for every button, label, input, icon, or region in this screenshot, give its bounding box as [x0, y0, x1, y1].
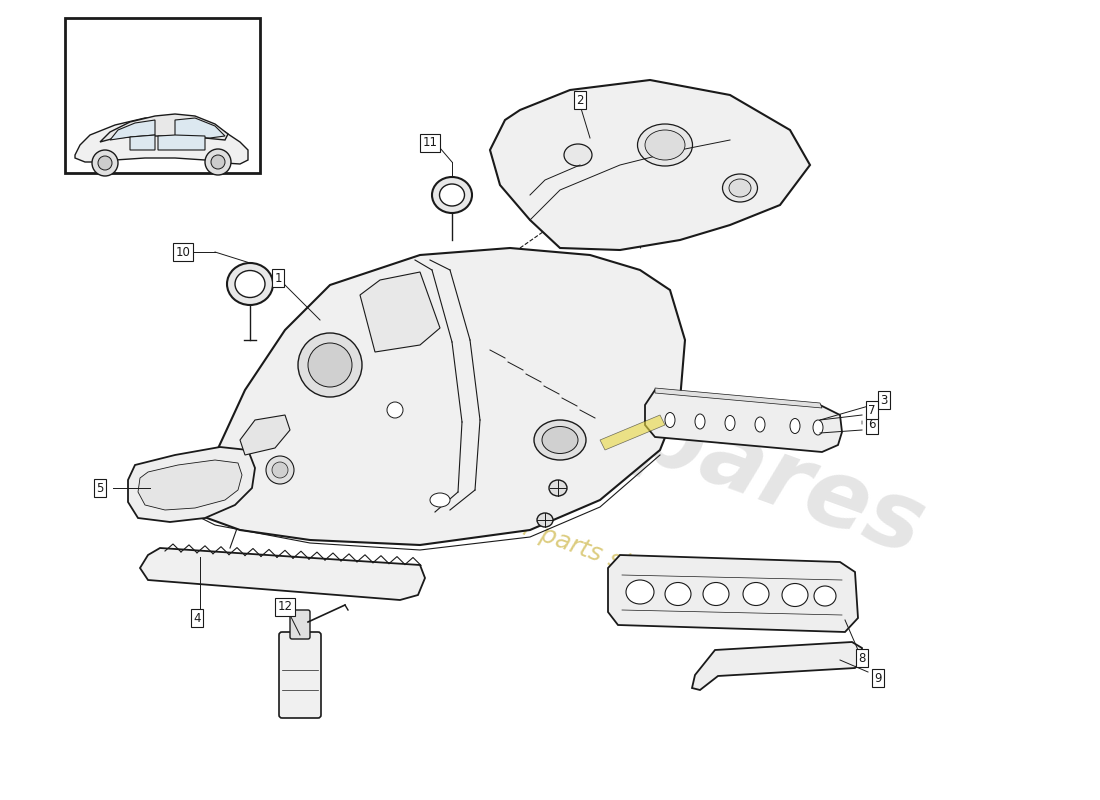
Circle shape [211, 155, 226, 169]
Polygon shape [185, 248, 685, 545]
Circle shape [92, 150, 118, 176]
Polygon shape [158, 135, 205, 150]
Text: 5: 5 [97, 482, 103, 494]
Ellipse shape [430, 493, 450, 507]
Circle shape [308, 343, 352, 387]
Ellipse shape [564, 144, 592, 166]
Ellipse shape [666, 413, 675, 427]
Ellipse shape [432, 177, 472, 213]
Text: 6: 6 [868, 418, 876, 431]
Polygon shape [138, 460, 242, 510]
Ellipse shape [695, 414, 705, 429]
Ellipse shape [723, 174, 758, 202]
Polygon shape [100, 114, 228, 142]
Ellipse shape [666, 582, 691, 606]
Ellipse shape [742, 582, 769, 606]
Ellipse shape [537, 513, 553, 527]
Circle shape [387, 402, 403, 418]
Ellipse shape [534, 420, 586, 460]
Polygon shape [645, 390, 842, 452]
Ellipse shape [542, 426, 578, 454]
Circle shape [98, 156, 112, 170]
Polygon shape [128, 447, 255, 522]
Text: 2: 2 [576, 94, 584, 106]
Ellipse shape [813, 420, 823, 435]
Polygon shape [490, 80, 810, 250]
Ellipse shape [725, 415, 735, 430]
Circle shape [205, 149, 231, 175]
Text: 10: 10 [176, 246, 190, 258]
Ellipse shape [638, 124, 693, 166]
FancyBboxPatch shape [279, 632, 321, 718]
Circle shape [272, 462, 288, 478]
Circle shape [298, 333, 362, 397]
Polygon shape [75, 118, 248, 164]
Ellipse shape [755, 417, 764, 432]
Polygon shape [360, 272, 440, 352]
Polygon shape [175, 118, 226, 138]
Text: 8: 8 [858, 651, 866, 665]
Polygon shape [692, 642, 862, 690]
Text: 1: 1 [274, 271, 282, 285]
Ellipse shape [440, 184, 464, 206]
Ellipse shape [626, 580, 654, 604]
Ellipse shape [782, 583, 808, 606]
Ellipse shape [645, 130, 685, 160]
Polygon shape [140, 548, 425, 600]
Text: 12: 12 [277, 601, 293, 614]
Text: eurospares: eurospares [343, 285, 936, 575]
FancyBboxPatch shape [65, 18, 260, 173]
Polygon shape [110, 120, 155, 140]
Ellipse shape [790, 418, 800, 434]
Polygon shape [608, 555, 858, 632]
FancyBboxPatch shape [290, 610, 310, 639]
Polygon shape [240, 415, 290, 455]
Polygon shape [130, 135, 155, 150]
Circle shape [266, 456, 294, 484]
Ellipse shape [227, 263, 273, 305]
Text: a passion for parts since 1985: a passion for parts since 1985 [378, 464, 741, 616]
Ellipse shape [814, 586, 836, 606]
Ellipse shape [549, 480, 566, 496]
Text: 11: 11 [422, 137, 438, 150]
Text: 9: 9 [874, 671, 882, 685]
Ellipse shape [703, 582, 729, 606]
Text: 4: 4 [194, 611, 200, 625]
Ellipse shape [235, 270, 265, 298]
Text: 3: 3 [880, 394, 888, 406]
Text: 7: 7 [868, 403, 876, 417]
Ellipse shape [729, 179, 751, 197]
Polygon shape [654, 388, 822, 408]
Polygon shape [600, 415, 666, 450]
